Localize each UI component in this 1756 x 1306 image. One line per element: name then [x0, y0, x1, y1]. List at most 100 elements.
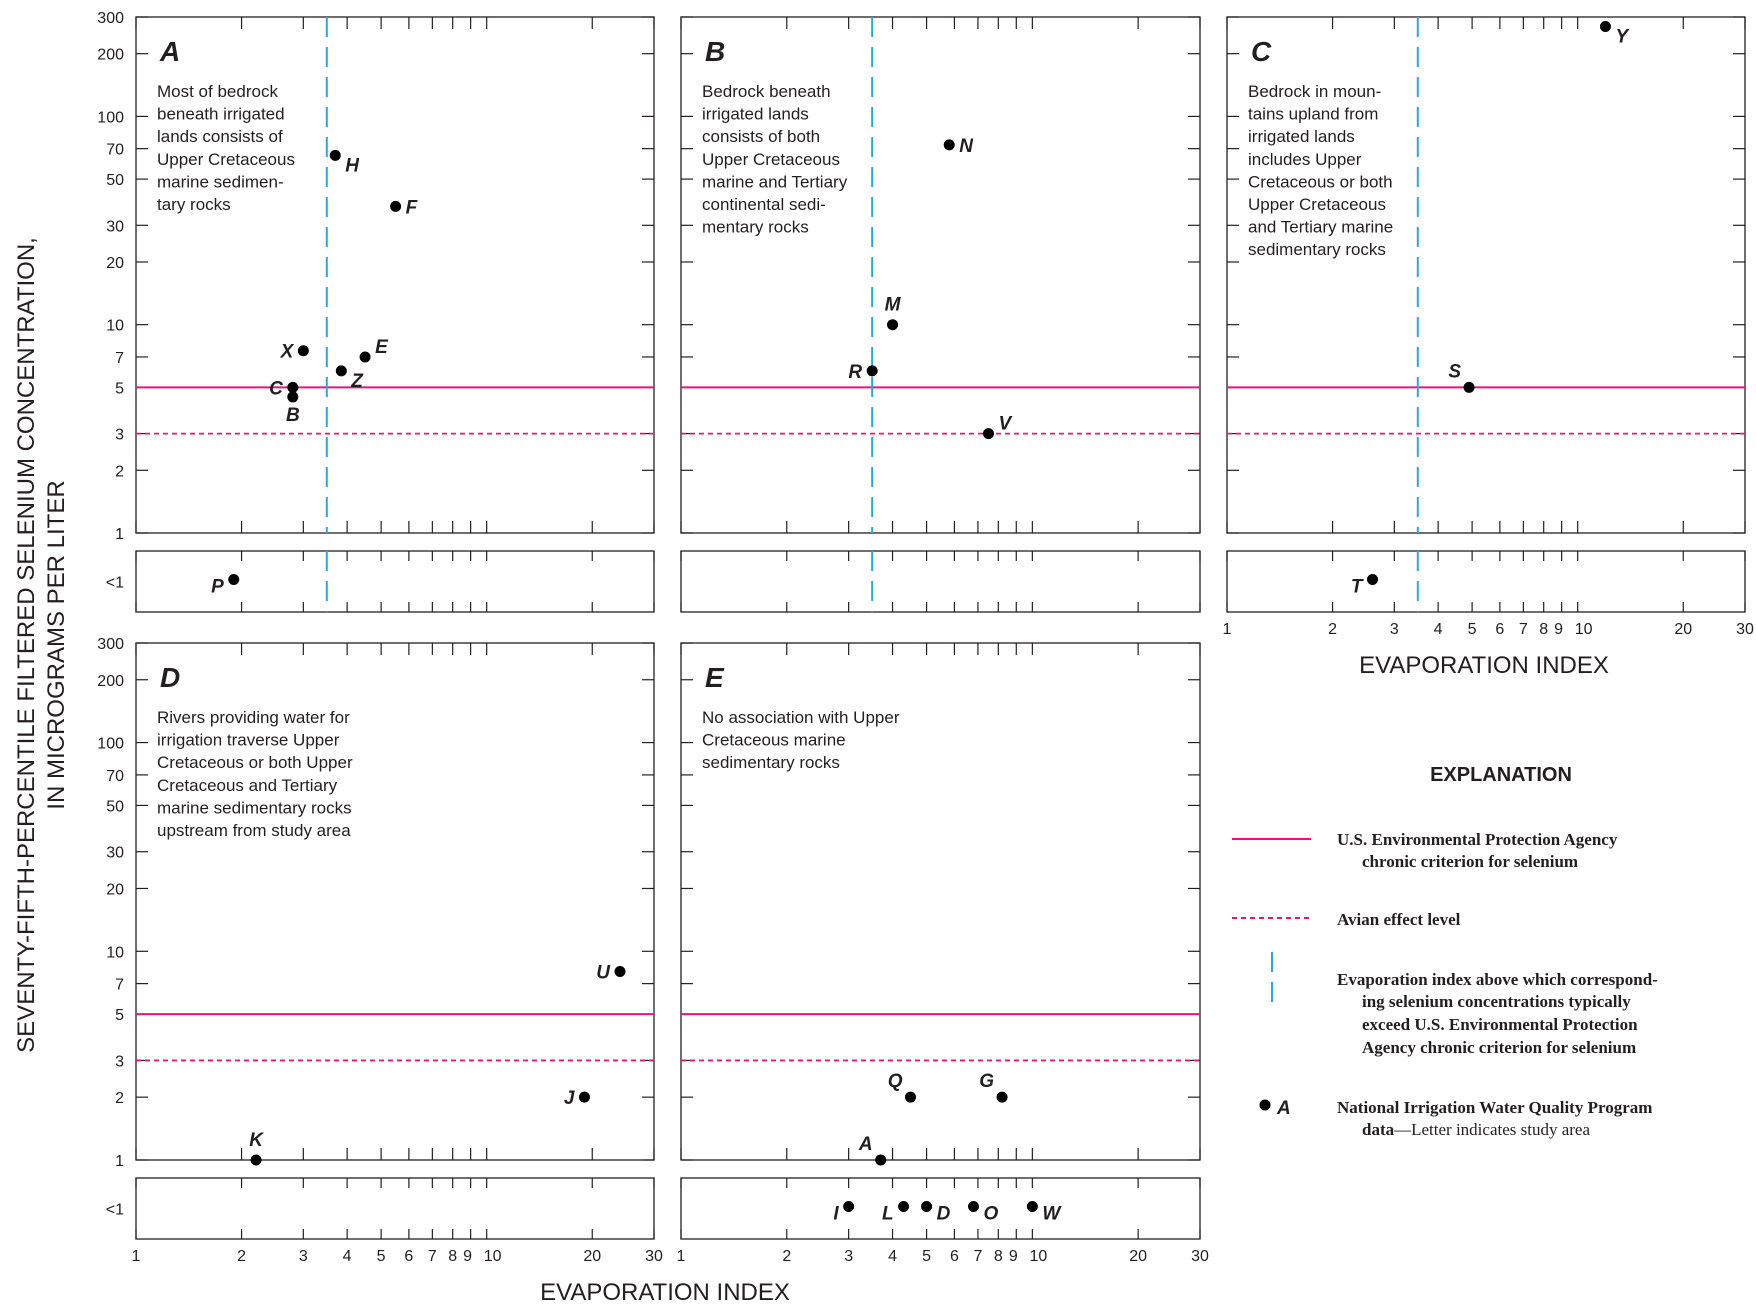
panel-description-line: marine and Tertiary	[702, 172, 848, 191]
panel-description-line: irrigation traverse Upper	[157, 731, 340, 750]
point-label: N	[959, 136, 974, 157]
y-axis-title-line2: IN MICROGRAMS PER LITER	[43, 480, 70, 809]
x-tick-label: 20	[583, 1248, 601, 1265]
x-tick-label: 20	[1129, 1248, 1147, 1265]
data-point-j	[578, 1091, 590, 1103]
y-tick-label: 10	[106, 318, 124, 335]
point-label: G	[979, 1071, 994, 1092]
x-tick-label: 4	[888, 1248, 897, 1265]
x-tick-label: 4	[343, 1248, 352, 1265]
below-detection-point-o	[968, 1201, 980, 1212]
below-detection-point-l	[898, 1201, 910, 1212]
point-label: T	[1351, 577, 1364, 598]
legend-nawqa-data-word: data	[1362, 1120, 1395, 1139]
point-label: E	[375, 337, 389, 358]
x-tick-label: 2	[1328, 621, 1337, 638]
y-tick-label: 70	[106, 768, 124, 785]
panel-frame	[1226, 16, 1746, 534]
y-tick-label: 100	[97, 109, 124, 126]
point-label: Y	[1615, 27, 1630, 48]
panel-description-line: sedimentary rocks	[1248, 240, 1386, 259]
x-tick-label: 1	[132, 1248, 141, 1265]
below-detection-point-p	[228, 574, 240, 585]
panel-description-line: lands consists of	[157, 127, 283, 146]
panel-b: B Bedrock beneath irrigated lands consists …	[680, 16, 1201, 613]
data-point-n	[943, 139, 955, 151]
data-point-a	[875, 1154, 887, 1166]
panel-description-line: Upper Cretaceous	[157, 150, 295, 169]
panel-frame	[135, 16, 655, 534]
x-tick-label: 5	[377, 1248, 386, 1265]
x-tick-label: 6	[950, 1248, 959, 1265]
panel-letter: D	[160, 662, 180, 693]
y-tick-label: 5	[115, 380, 124, 397]
below-detection-point-w	[1026, 1201, 1038, 1212]
legend-nawqa-description: —Letter indicates study area	[1393, 1120, 1590, 1139]
below-detection-frame	[680, 550, 1201, 613]
data-point-q	[905, 1091, 917, 1103]
point-label: U	[596, 963, 611, 984]
panel-e: 1 2 3 4 5 6 7 8 9 10 20 30 E No association with Uppe…	[677, 642, 1209, 1265]
data-point-v	[982, 428, 994, 440]
x-tick-label: 3	[844, 1248, 853, 1265]
legend-nawqa-label-line1: National Irrigation Water Quality Progra…	[1337, 1098, 1652, 1117]
panel-description-line: Bedrock in moun-	[1248, 82, 1381, 101]
x-tick-label: 3	[1390, 621, 1399, 638]
panel-description-line: consists of both	[702, 127, 820, 146]
point-label: S	[1448, 361, 1461, 382]
x-tick-label: 1	[677, 1248, 686, 1265]
panel-description-line: Upper Cretaceous	[702, 150, 840, 169]
panel-description-line: Upper Cretaceous	[1248, 195, 1386, 214]
panel-description-line: tains upland from	[1248, 105, 1378, 124]
legend-point-letter: A	[1276, 1098, 1291, 1119]
data-point-b	[287, 391, 299, 403]
data-point-s	[1463, 381, 1475, 393]
data-point-h	[329, 149, 341, 161]
x-tick-label: 1	[1223, 621, 1232, 638]
panel-description-line: beneath irrigated	[157, 105, 285, 124]
legend-avian-label: Avian effect level	[1337, 910, 1461, 929]
y-tick-label: 50	[106, 172, 124, 189]
x-tick-label: 2	[782, 1248, 791, 1265]
panel-letter: E	[705, 662, 725, 693]
x-axis-title-bottom: EVAPORATION INDEX	[540, 1279, 790, 1306]
point-label: O	[984, 1204, 999, 1225]
x-tick-label: 9	[1009, 1248, 1018, 1265]
y-tick-label: 300	[97, 636, 124, 653]
y-tick-label: 10	[106, 944, 124, 961]
x-tick-label: 6	[1495, 621, 1504, 638]
panel-description-line: Rivers providing water for	[157, 708, 350, 727]
x-tick-label: 7	[973, 1248, 982, 1265]
data-point-u	[614, 966, 626, 978]
data-point-f	[390, 200, 402, 212]
panel-letter: C	[1251, 36, 1272, 67]
panel-letter: B	[705, 36, 725, 67]
point-label: M	[885, 295, 902, 316]
data-point-k	[250, 1154, 262, 1166]
x-tick-label: 4	[1434, 621, 1443, 638]
x-tick-label: 10	[484, 1248, 502, 1265]
panel-description-line: irrigated lands	[1248, 127, 1355, 146]
point-label: D	[937, 1204, 951, 1225]
legend-point-symbol	[1259, 1099, 1271, 1111]
legend-threshold-label-line2: ing selenium concentrations typically	[1362, 992, 1631, 1011]
data-point-c	[287, 381, 299, 393]
below-detection-point-d	[921, 1201, 933, 1212]
x-tick-label: 8	[1539, 621, 1548, 638]
x-tick-label: 7	[1519, 621, 1528, 638]
point-label: B	[286, 405, 300, 426]
panel-frame	[680, 642, 1201, 1161]
panel-description-line: irrigated lands	[702, 105, 809, 124]
y-tick-label: 1	[115, 526, 124, 543]
panels-layer: 1 2 3 5 7 10 20 30 50 70 100 200 300 <1 A Most of bedro…	[97, 10, 1754, 1265]
point-label: L	[882, 1204, 894, 1225]
panel-description-line: Bedrock beneath	[702, 82, 831, 101]
y-tick-label: 300	[97, 10, 124, 27]
x-tick-label: 5	[1468, 621, 1477, 638]
x-tick-label: 10	[1575, 621, 1593, 638]
y-axis-title-line1: SEVENTY-FIFTH-PERCENTILE FILTERED SELENI…	[13, 237, 40, 1053]
panel-description-line: Cretaceous marine	[702, 731, 846, 750]
point-label: P	[211, 577, 224, 598]
y-tick-label: 3	[115, 427, 124, 444]
